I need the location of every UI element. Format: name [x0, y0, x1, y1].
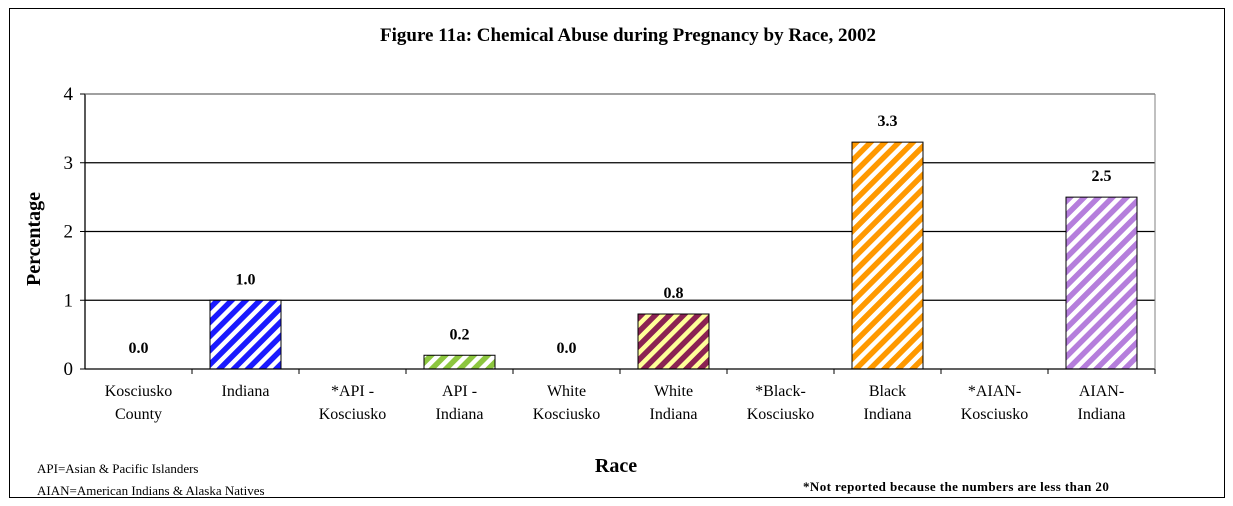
- y-tick-label: 3: [64, 153, 74, 174]
- bar-value-label: 0.2: [450, 326, 470, 343]
- x-tick-label: Kosciusko County: [105, 383, 173, 423]
- y-tick-label: 2: [64, 222, 74, 243]
- x-axis-label: Race: [595, 455, 637, 477]
- x-tick-label: *Black-Kosciusko: [747, 383, 815, 423]
- x-tick-label: AIAN-Indiana: [1078, 383, 1126, 423]
- x-tick-label: White Indiana: [650, 383, 698, 423]
- x-tick-label: Indiana: [222, 383, 270, 400]
- note-not-reported: *Not reported because the numbers are le…: [803, 479, 1110, 494]
- bar: [423, 354, 496, 370]
- chart-frame: Figure 11a: Chemical Abuse during Pregna…: [9, 8, 1225, 498]
- bar: [1065, 196, 1138, 370]
- note-aian-abbreviation: AIAN=American Indians & Alaska Natives: [37, 483, 265, 498]
- chart-title: Figure 11a: Chemical Abuse during Pregna…: [380, 25, 876, 46]
- bar-value-label: 2.5: [1092, 168, 1112, 185]
- x-tick-label: Black Indiana: [864, 383, 912, 423]
- note-api-abbreviation: API=Asian & Pacific Islanders: [37, 461, 199, 476]
- x-tick-label: White Kosciusko: [533, 383, 601, 423]
- bar-value-label: 0.8: [664, 285, 684, 302]
- bar-value-label: 3.3: [878, 113, 898, 130]
- chart-canvas: Figure 11a: Chemical Abuse during Pregna…: [23, 25, 1156, 477]
- x-tick-label: API -Indiana: [436, 383, 484, 423]
- bar-value-label: 0.0: [129, 340, 149, 357]
- x-tick-label: *API -Kosciusko: [319, 383, 387, 423]
- y-tick-label: 4: [64, 84, 74, 105]
- x-tick-label: *AIAN-Kosciusko: [961, 383, 1029, 423]
- bar-value-label: 1.0: [236, 271, 256, 288]
- bar-value-label: 0.0: [557, 340, 577, 357]
- bar: [637, 313, 710, 370]
- bar: [209, 299, 282, 370]
- y-tick-label: 0: [64, 359, 74, 380]
- y-tick-label: 1: [64, 290, 74, 311]
- bar: [851, 141, 924, 370]
- y-axis-label: Percentage: [23, 192, 45, 286]
